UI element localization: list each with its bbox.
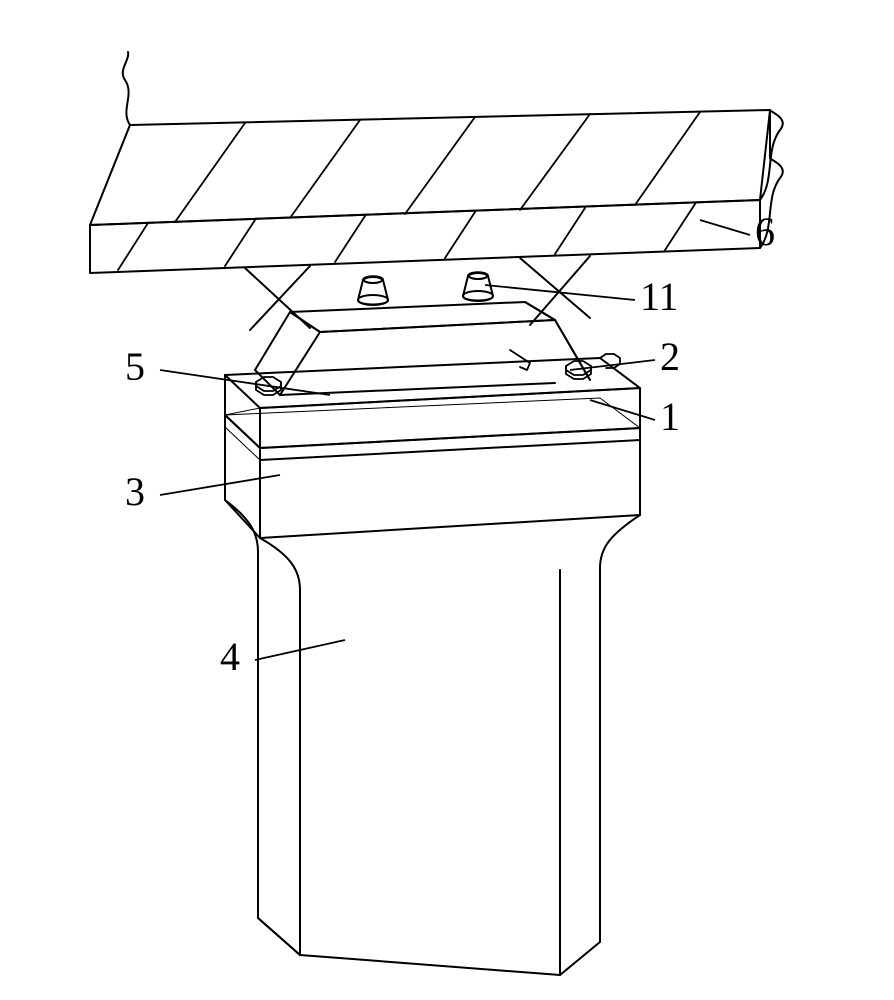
label-11: 11 (640, 274, 679, 319)
label-4: 4 (220, 634, 240, 679)
label-2: 2 (660, 334, 680, 379)
label-5: 5 (125, 344, 145, 389)
leader-11 (485, 285, 635, 300)
leader-3 (160, 475, 280, 495)
label-6: 6 (755, 209, 775, 254)
label-3: 3 (125, 469, 145, 514)
label-1: 1 (660, 394, 680, 439)
technical-diagram: 1 2 3 4 5 6 11 (0, 0, 894, 1000)
leader-1 (590, 400, 655, 420)
leader-6 (700, 220, 750, 235)
